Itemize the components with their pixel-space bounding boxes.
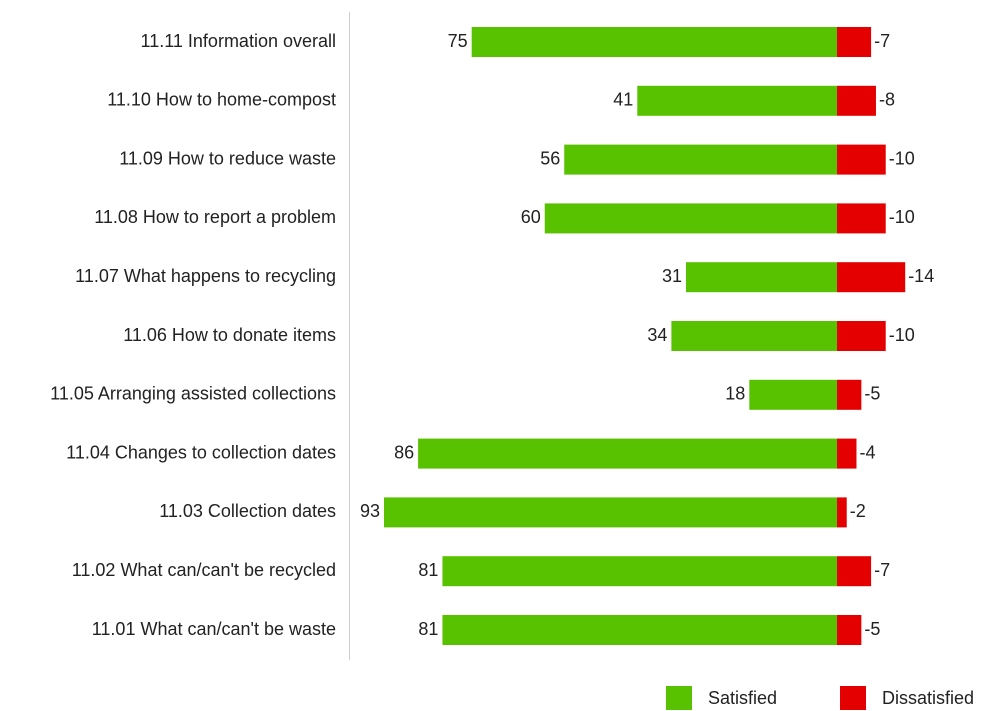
bar	[837, 262, 906, 293]
value-label: 86	[394, 442, 414, 462]
value-label: 18	[725, 384, 745, 404]
value-label: -2	[850, 501, 866, 521]
value-label: 34	[647, 325, 667, 345]
bar	[837, 144, 886, 175]
value-label: -8	[879, 90, 895, 110]
bar	[837, 497, 847, 528]
value-label: -4	[859, 442, 875, 462]
bar	[671, 321, 837, 351]
value-label: 60	[521, 207, 541, 227]
category-label: 11.07 What happens to recycling	[75, 266, 336, 286]
value-label: 41	[613, 90, 633, 110]
value-label: -10	[889, 325, 915, 345]
bar	[837, 556, 872, 587]
bar	[544, 203, 837, 234]
value-label: -7	[874, 31, 890, 51]
bar	[442, 556, 837, 587]
bar	[471, 27, 837, 57]
category-label: 11.05 Arranging assisted collections	[50, 384, 336, 404]
category-label: 11.09 How to reduce waste	[119, 148, 336, 168]
legend-label: Satisfied	[708, 688, 777, 708]
category-label: 11.10 How to home-compost	[107, 90, 336, 110]
legend-swatch	[840, 686, 866, 710]
bar	[837, 321, 886, 351]
bar	[637, 85, 837, 116]
legend-swatch	[666, 686, 692, 710]
value-label: 93	[360, 501, 380, 521]
bar	[837, 27, 872, 57]
value-label: -7	[874, 560, 890, 580]
value-label: 56	[540, 148, 560, 168]
bar	[837, 379, 862, 410]
category-label: 11.01 What can/can't be waste	[92, 619, 336, 639]
category-label: 11.11 Information overall	[141, 31, 336, 51]
value-label: -10	[889, 207, 915, 227]
category-label: 11.04 Changes to collection dates	[66, 442, 336, 462]
legend-label: Dissatisfied	[882, 688, 974, 708]
value-label: 75	[448, 31, 468, 51]
bar	[564, 144, 837, 175]
value-label: 81	[418, 560, 438, 580]
bar	[384, 497, 837, 528]
bar	[837, 615, 862, 645]
category-label: 11.03 Collection dates	[159, 501, 336, 521]
bar	[837, 85, 876, 116]
value-label: -5	[864, 619, 880, 639]
category-label: 11.06 How to donate items	[123, 325, 336, 345]
value-label: 81	[418, 619, 438, 639]
category-label: 11.02 What can/can't be recycled	[72, 560, 336, 580]
value-label: -14	[908, 266, 934, 286]
category-label: 11.08 How to report a problem	[94, 207, 336, 227]
value-label: -5	[864, 384, 880, 404]
bar	[418, 438, 837, 469]
bar	[749, 379, 837, 410]
bar	[837, 438, 857, 469]
bar	[837, 203, 886, 234]
value-label: -10	[889, 148, 915, 168]
bar	[442, 615, 837, 645]
value-label: 31	[662, 266, 682, 286]
bar	[686, 262, 837, 293]
